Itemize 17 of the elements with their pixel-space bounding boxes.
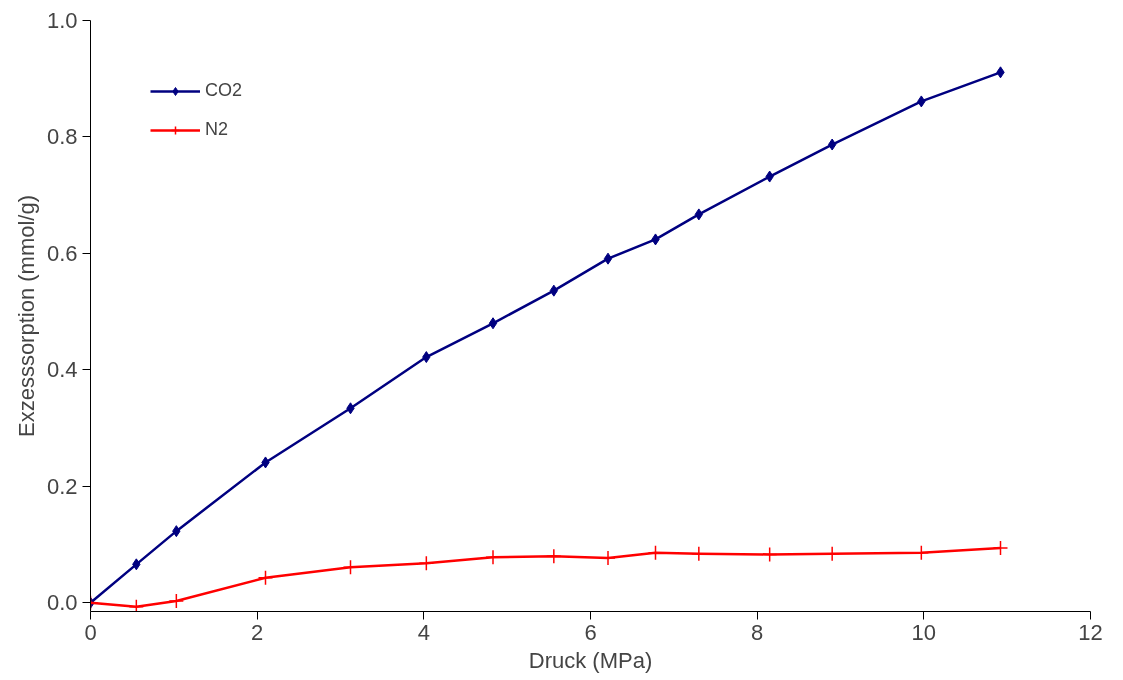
x-tick-label: 12 bbox=[1078, 619, 1103, 645]
y-tick-label: 0.2 bbox=[46, 473, 78, 499]
y-tick-label: 0.0 bbox=[46, 590, 78, 616]
x-tick-label: 8 bbox=[751, 619, 764, 645]
y-tick-label: 0.6 bbox=[46, 240, 78, 266]
y-tick-label: 0.4 bbox=[46, 357, 78, 383]
y-tick-label: 0.8 bbox=[46, 124, 78, 150]
x-tick-label: 10 bbox=[911, 619, 937, 645]
legend-label: N2 bbox=[205, 119, 229, 140]
x-tick-label: 0 bbox=[84, 619, 97, 645]
y-tick-label: 1.0 bbox=[46, 8, 78, 33]
x-axis-title: Druck (MPa) bbox=[528, 647, 653, 673]
legend-label: CO2 bbox=[205, 80, 243, 101]
x-tick-label: 4 bbox=[417, 619, 430, 645]
y-axis-title: Exzesssorption (mmol/g) bbox=[13, 194, 39, 438]
x-tick-label: 2 bbox=[251, 619, 264, 645]
x-tick-label: 6 bbox=[584, 619, 597, 645]
